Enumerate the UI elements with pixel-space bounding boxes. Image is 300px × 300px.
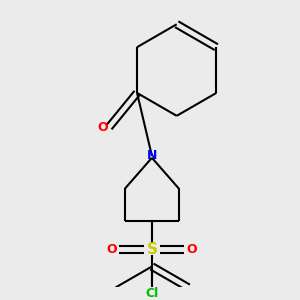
Text: O: O bbox=[187, 243, 197, 256]
Text: N: N bbox=[147, 149, 157, 162]
Text: O: O bbox=[97, 121, 108, 134]
Text: Cl: Cl bbox=[145, 287, 158, 300]
Text: S: S bbox=[146, 242, 158, 257]
Text: O: O bbox=[106, 243, 117, 256]
